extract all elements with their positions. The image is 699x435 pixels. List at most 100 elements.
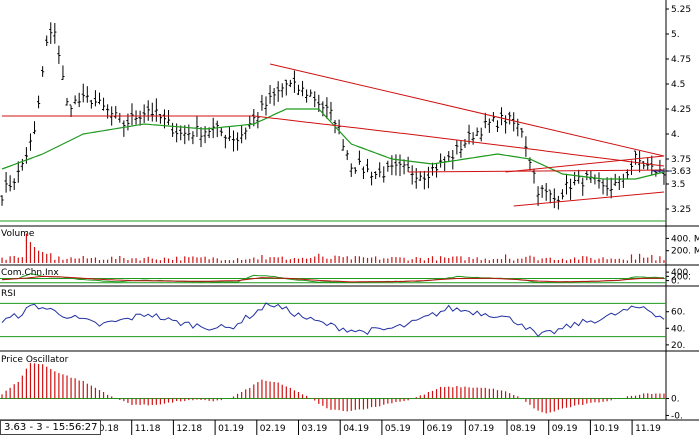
price-bar [223, 134, 227, 149]
x-axis-tick-label: 11.19 [635, 424, 661, 434]
price-y-tick-label: 4.75 [671, 55, 691, 65]
price-y-tick-label: 5. [671, 30, 680, 40]
price-bar [544, 183, 548, 201]
price-bar [369, 171, 374, 186]
price-bar [288, 79, 292, 88]
price-bar [341, 139, 345, 151]
price-y-tick-label: 3.75 [671, 155, 691, 165]
price-bar [491, 111, 496, 122]
panel-frames [0, 0, 699, 421]
price-bar [499, 107, 504, 126]
price-bar [36, 95, 41, 109]
x-axis: 10.18 11.18 12.18 01.19 02.19 03.19 04.19 05.19… [89, 420, 661, 435]
price-bar [272, 88, 276, 106]
price-panel[interactable] [0, 22, 672, 210]
price-bar [219, 127, 223, 137]
price-bar [386, 160, 390, 172]
price-bar [8, 175, 12, 192]
price-bar [573, 171, 577, 186]
price-oscillator-panel[interactable] [1, 363, 665, 414]
reference-lines [0, 220, 666, 399]
cci-y-tick-label: 200. [671, 272, 691, 282]
panel-title: Com.Chn.Inx [1, 268, 59, 278]
price-bar [170, 122, 175, 137]
price-bar [268, 85, 272, 104]
price-bar [613, 173, 617, 186]
rsi-y-tick-label: 60. [671, 308, 685, 318]
price-bar [138, 110, 142, 126]
price-bar [581, 177, 585, 196]
x-axis-tick-label: 09.19 [552, 424, 578, 434]
price-bar [183, 125, 187, 145]
price-bar [353, 167, 357, 174]
price-bar [240, 125, 244, 144]
price-bar [483, 112, 487, 129]
price-bar [422, 170, 426, 190]
price-bar [394, 154, 398, 176]
price-bar [122, 120, 126, 137]
support-line [408, 169, 664, 173]
price-bar [284, 79, 288, 96]
price-bar [418, 171, 422, 181]
panel-titles: Volume Com.Chn.Inx RSI Price Oscillator [1, 229, 69, 365]
price-bar [434, 163, 439, 178]
price-bar [256, 112, 260, 129]
price-bar [577, 169, 581, 184]
price-bar [16, 161, 20, 183]
price-bar [114, 106, 118, 119]
price-bar [402, 159, 406, 175]
resistance-trend-line [269, 63, 665, 157]
price-bar [325, 97, 329, 119]
price-bar [601, 178, 605, 195]
rsi-y-tick-label: 20. [671, 341, 685, 351]
price-bar [475, 127, 479, 137]
price-bar [179, 125, 183, 141]
volume-y-tick-label: 200. M [671, 247, 699, 257]
price-bar [150, 102, 154, 122]
panel-title: Volume [1, 229, 35, 239]
price-bar [49, 22, 53, 44]
price-bar [398, 154, 402, 177]
rsi-panel[interactable] [1, 302, 665, 338]
price-bar [57, 45, 61, 64]
price-bar [597, 172, 601, 189]
price-bar [191, 131, 195, 145]
price-y-tick-label: 5.25 [671, 5, 691, 15]
price-bar [45, 35, 49, 47]
price-bar [564, 173, 569, 195]
price-bar [638, 150, 642, 173]
price-bar [345, 150, 349, 161]
price-bar [520, 127, 524, 138]
price-bar [32, 121, 37, 135]
price-bar [410, 165, 414, 185]
price-bar [300, 80, 305, 97]
x-axis-tick-label: 05.19 [385, 424, 411, 434]
price-bar [430, 162, 435, 176]
price-bar [487, 118, 491, 133]
oscillator-y-tick-label: 0. [671, 394, 680, 404]
price-bar [41, 66, 45, 77]
price-bar [276, 81, 280, 102]
x-axis-tick-label: 11.18 [135, 424, 161, 434]
price-bar [85, 86, 89, 103]
price-bar [61, 65, 65, 80]
price-bar [93, 90, 98, 107]
price-bar [77, 92, 81, 108]
cci-panel[interactable] [1, 273, 665, 284]
price-bar [642, 161, 646, 170]
cci-signal-line [1, 275, 664, 283]
volume-y-tick-label: 400. M [671, 234, 699, 244]
price-bar [609, 177, 613, 199]
rsi-y-tick-label: 40. [671, 324, 685, 334]
x-axis-tick-label: 03.19 [302, 424, 328, 434]
x-axis-tick-label: 12.18 [176, 424, 202, 434]
price-y-tick-label: 4.25 [671, 105, 691, 115]
price-y-tick-label: 4.5 [671, 80, 685, 90]
price-bar [199, 127, 203, 148]
volume-panel[interactable] [1, 233, 665, 263]
price-bar [154, 98, 158, 122]
price-bar [524, 136, 528, 157]
price-bar [447, 151, 451, 163]
price-bar [146, 100, 150, 121]
